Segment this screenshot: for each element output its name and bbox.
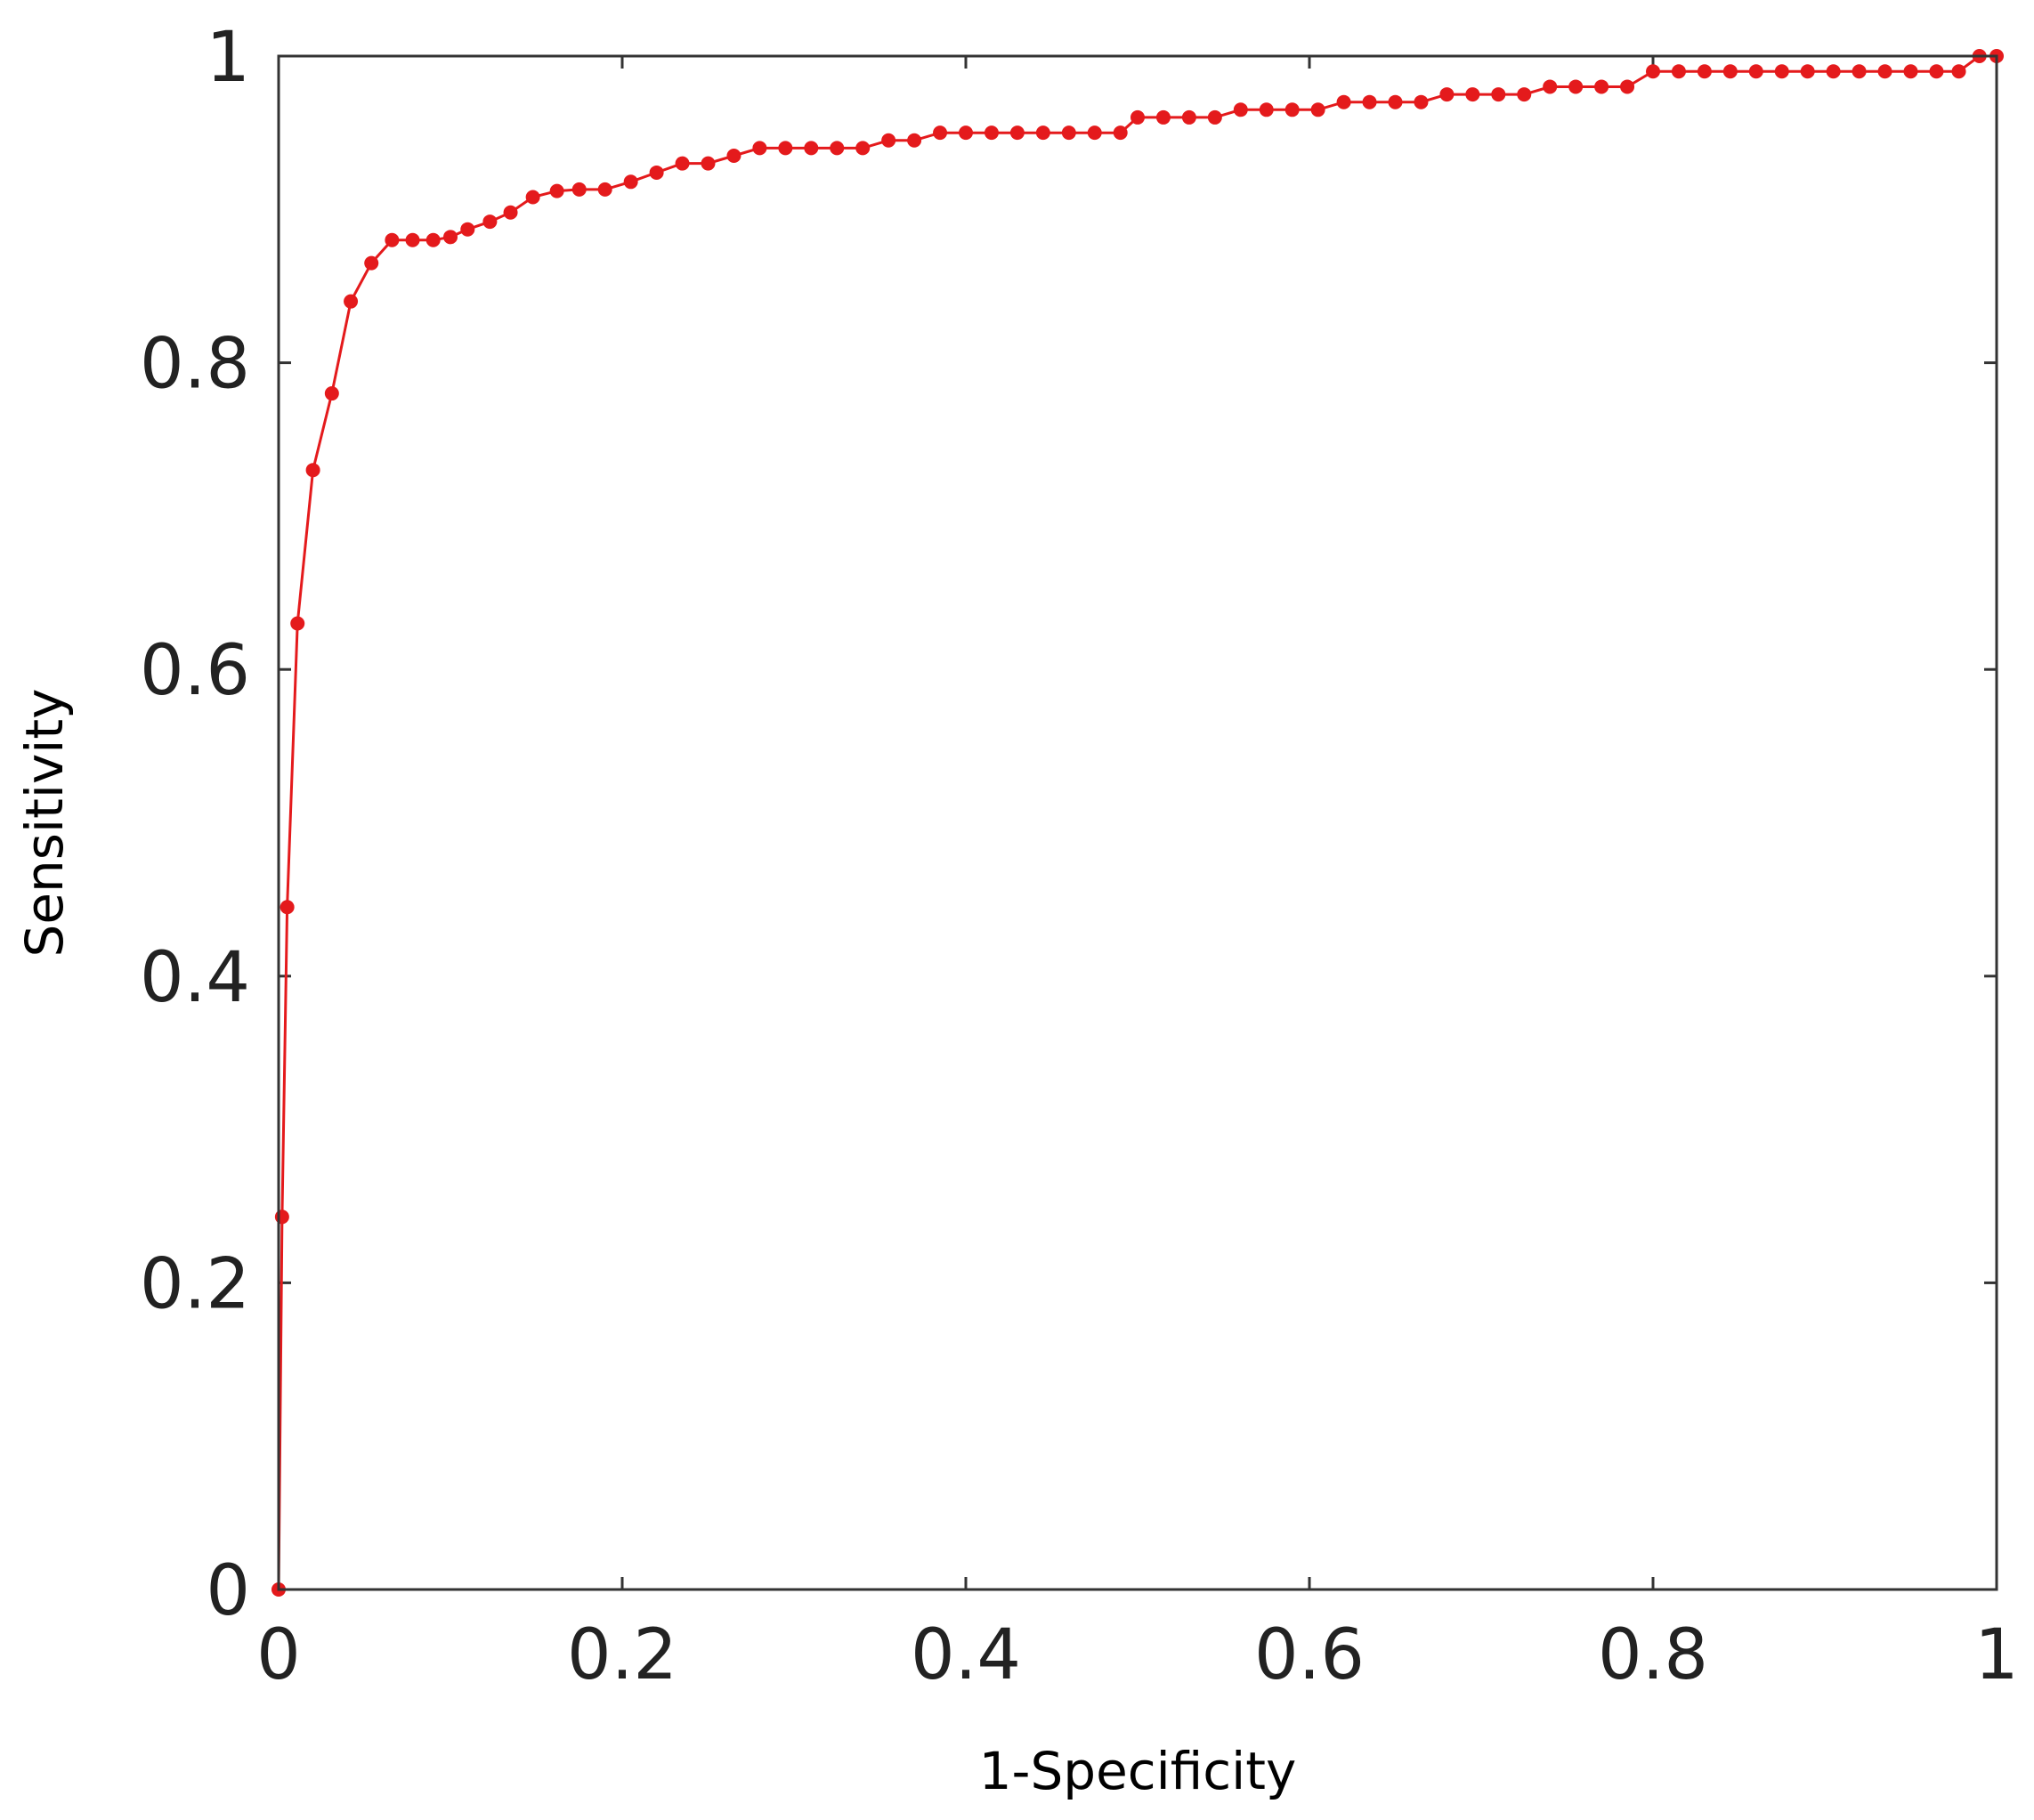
roc-point xyxy=(274,1209,289,1225)
roc-point xyxy=(549,183,564,198)
roc-point xyxy=(525,190,540,205)
roc-point xyxy=(305,463,320,478)
roc-point xyxy=(1113,125,1128,141)
roc-point xyxy=(1568,79,1584,94)
roc-point xyxy=(482,214,498,230)
x-tick-label: 0.4 xyxy=(911,1615,1021,1695)
roc-point xyxy=(1491,87,1506,102)
roc-point xyxy=(1620,79,1635,94)
roc-point xyxy=(290,616,305,631)
roc-point xyxy=(1362,94,1377,109)
roc-point xyxy=(344,294,359,309)
roc-point xyxy=(675,156,690,171)
x-tick-label: 0.6 xyxy=(1254,1615,1365,1695)
roc-point xyxy=(907,133,922,148)
roc-point xyxy=(385,232,400,247)
roc-point xyxy=(1155,109,1171,125)
roc-point xyxy=(804,141,819,156)
roc-point xyxy=(1594,79,1609,94)
roc-point xyxy=(1800,64,1815,79)
roc-point xyxy=(443,230,458,245)
roc-point xyxy=(1774,64,1789,79)
axis-ticks xyxy=(277,54,1998,1591)
roc-point xyxy=(1748,64,1763,79)
roc-point xyxy=(726,148,741,163)
roc-point xyxy=(1517,87,1532,102)
roc-point xyxy=(830,141,845,156)
roc-point xyxy=(1951,64,1966,79)
x-tick-label: 0.8 xyxy=(1598,1615,1708,1695)
roc-point xyxy=(752,141,767,156)
roc-point xyxy=(1439,87,1455,102)
x-tick-label: 0 xyxy=(256,1615,301,1695)
roc-point xyxy=(1009,125,1025,141)
roc-point xyxy=(460,222,475,237)
y-axis-label: Sensitivity xyxy=(14,689,75,958)
roc-point xyxy=(984,125,999,141)
tick-labels: 0 0.2 0.4 0.6 0.8 1 0 0.2 0.4 0.6 0.8 1 xyxy=(140,18,2019,1695)
roc-point xyxy=(1671,64,1686,79)
roc-point xyxy=(1903,64,1918,79)
y-tick-label: 0.4 xyxy=(140,938,250,1018)
roc-point xyxy=(1722,64,1738,79)
y-tick-label: 0.8 xyxy=(140,325,250,405)
roc-point xyxy=(649,165,664,180)
x-axis-label: 1-Specificity xyxy=(979,1741,1297,1801)
roc-point xyxy=(1465,87,1480,102)
roc-point xyxy=(1877,64,1892,79)
roc-point xyxy=(364,255,379,271)
roc-point xyxy=(503,205,518,220)
roc-point xyxy=(1697,64,1712,79)
roc-point xyxy=(855,141,871,156)
roc-point xyxy=(1414,94,1429,109)
roc-point xyxy=(623,174,638,190)
roc-point xyxy=(571,182,587,197)
roc-point xyxy=(1310,102,1325,117)
roc-point xyxy=(959,125,973,141)
roc-point xyxy=(701,156,716,171)
y-tick-label: 0.2 xyxy=(140,1244,250,1324)
roc-point xyxy=(425,232,441,247)
x-tick-label: 0.2 xyxy=(567,1615,677,1695)
roc-point xyxy=(933,125,948,141)
y-tick-label: 0 xyxy=(206,1551,250,1631)
roc-point xyxy=(1388,94,1403,109)
roc-point xyxy=(1087,125,1102,141)
roc-point xyxy=(1284,102,1300,117)
x-tick-label: 1 xyxy=(1974,1615,2019,1695)
roc-point xyxy=(778,141,793,156)
roc-point xyxy=(1207,109,1222,125)
roc-series xyxy=(271,49,2004,1597)
plot-frame xyxy=(277,54,1998,1591)
roc-point xyxy=(405,232,420,247)
roc-point xyxy=(1035,125,1050,141)
roc-point xyxy=(1826,64,1841,79)
roc-point xyxy=(1336,94,1351,109)
roc-point xyxy=(1130,109,1145,125)
roc-point xyxy=(1852,64,1867,79)
roc-point xyxy=(1061,125,1076,141)
roc-point xyxy=(881,133,896,148)
roc-point xyxy=(324,386,339,401)
roc-point xyxy=(1543,79,1558,94)
roc-point xyxy=(1929,64,1944,79)
roc-point xyxy=(1233,102,1248,117)
roc-point xyxy=(280,900,295,915)
roc-point xyxy=(1181,109,1196,125)
roc-point xyxy=(1259,102,1274,117)
y-tick-label: 1 xyxy=(206,18,250,98)
roc-curve-line xyxy=(277,54,1997,1590)
roc-point xyxy=(1646,64,1660,79)
roc-point xyxy=(597,182,612,197)
y-tick-label: 0.6 xyxy=(140,631,250,711)
